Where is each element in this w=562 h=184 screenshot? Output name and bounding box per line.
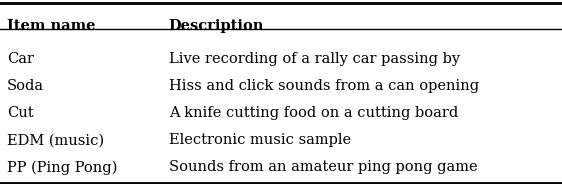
Text: Sounds from an amateur ping pong game: Sounds from an amateur ping pong game [169, 160, 477, 174]
Text: A knife cutting food on a cutting board: A knife cutting food on a cutting board [169, 106, 458, 120]
Text: PP (Ping Pong): PP (Ping Pong) [7, 160, 117, 175]
Text: Description: Description [169, 19, 264, 33]
Text: EDM (music): EDM (music) [7, 133, 104, 147]
Text: Car: Car [7, 52, 34, 66]
Text: Hiss and click sounds from a can opening: Hiss and click sounds from a can opening [169, 79, 479, 93]
Text: Live recording of a rally car passing by: Live recording of a rally car passing by [169, 52, 460, 66]
Text: Cut: Cut [7, 106, 33, 120]
Text: Soda: Soda [7, 79, 44, 93]
Text: Electronic music sample: Electronic music sample [169, 133, 351, 147]
Text: Item name: Item name [7, 19, 95, 33]
